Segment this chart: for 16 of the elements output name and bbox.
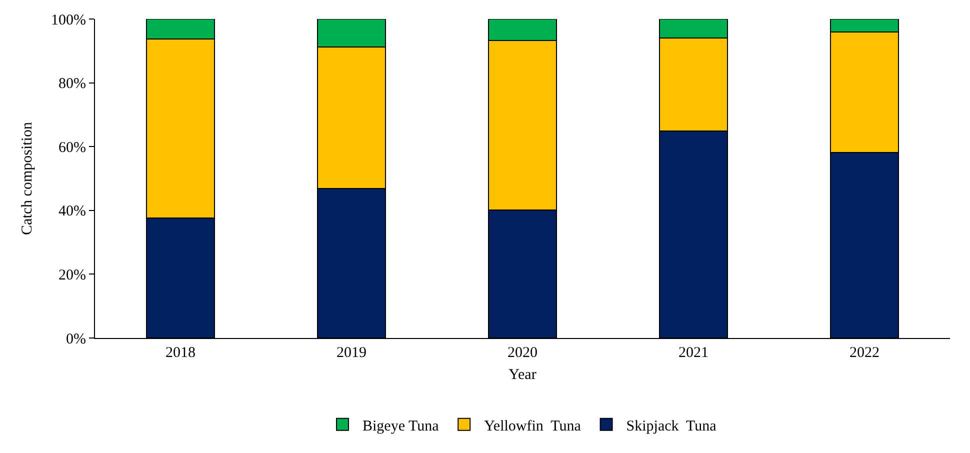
y-axis-title: Catch composition xyxy=(19,122,36,235)
y-tick-label: 60% xyxy=(58,140,86,156)
x-tick-label: 2018 xyxy=(166,345,196,361)
y-tick-label: 80% xyxy=(58,76,86,92)
x-tick-label: 2020 xyxy=(508,345,538,361)
x-tick-label: 2019 xyxy=(336,345,366,361)
legend-label: Skipjack Tuna xyxy=(626,418,717,434)
y-tick-label: 0% xyxy=(66,331,86,348)
y-tick-label: 20% xyxy=(58,267,86,284)
x-tick-label: 2021 xyxy=(678,345,708,361)
legend-label: Bigeye Tuna xyxy=(362,418,440,434)
x-tick-label: 2022 xyxy=(850,345,880,361)
legend-label: Yellowfin Tuna xyxy=(484,418,582,434)
y-tick-label: 40% xyxy=(58,204,86,220)
y-tick-label: 100% xyxy=(51,12,86,28)
x-axis-title: Year xyxy=(508,367,536,383)
